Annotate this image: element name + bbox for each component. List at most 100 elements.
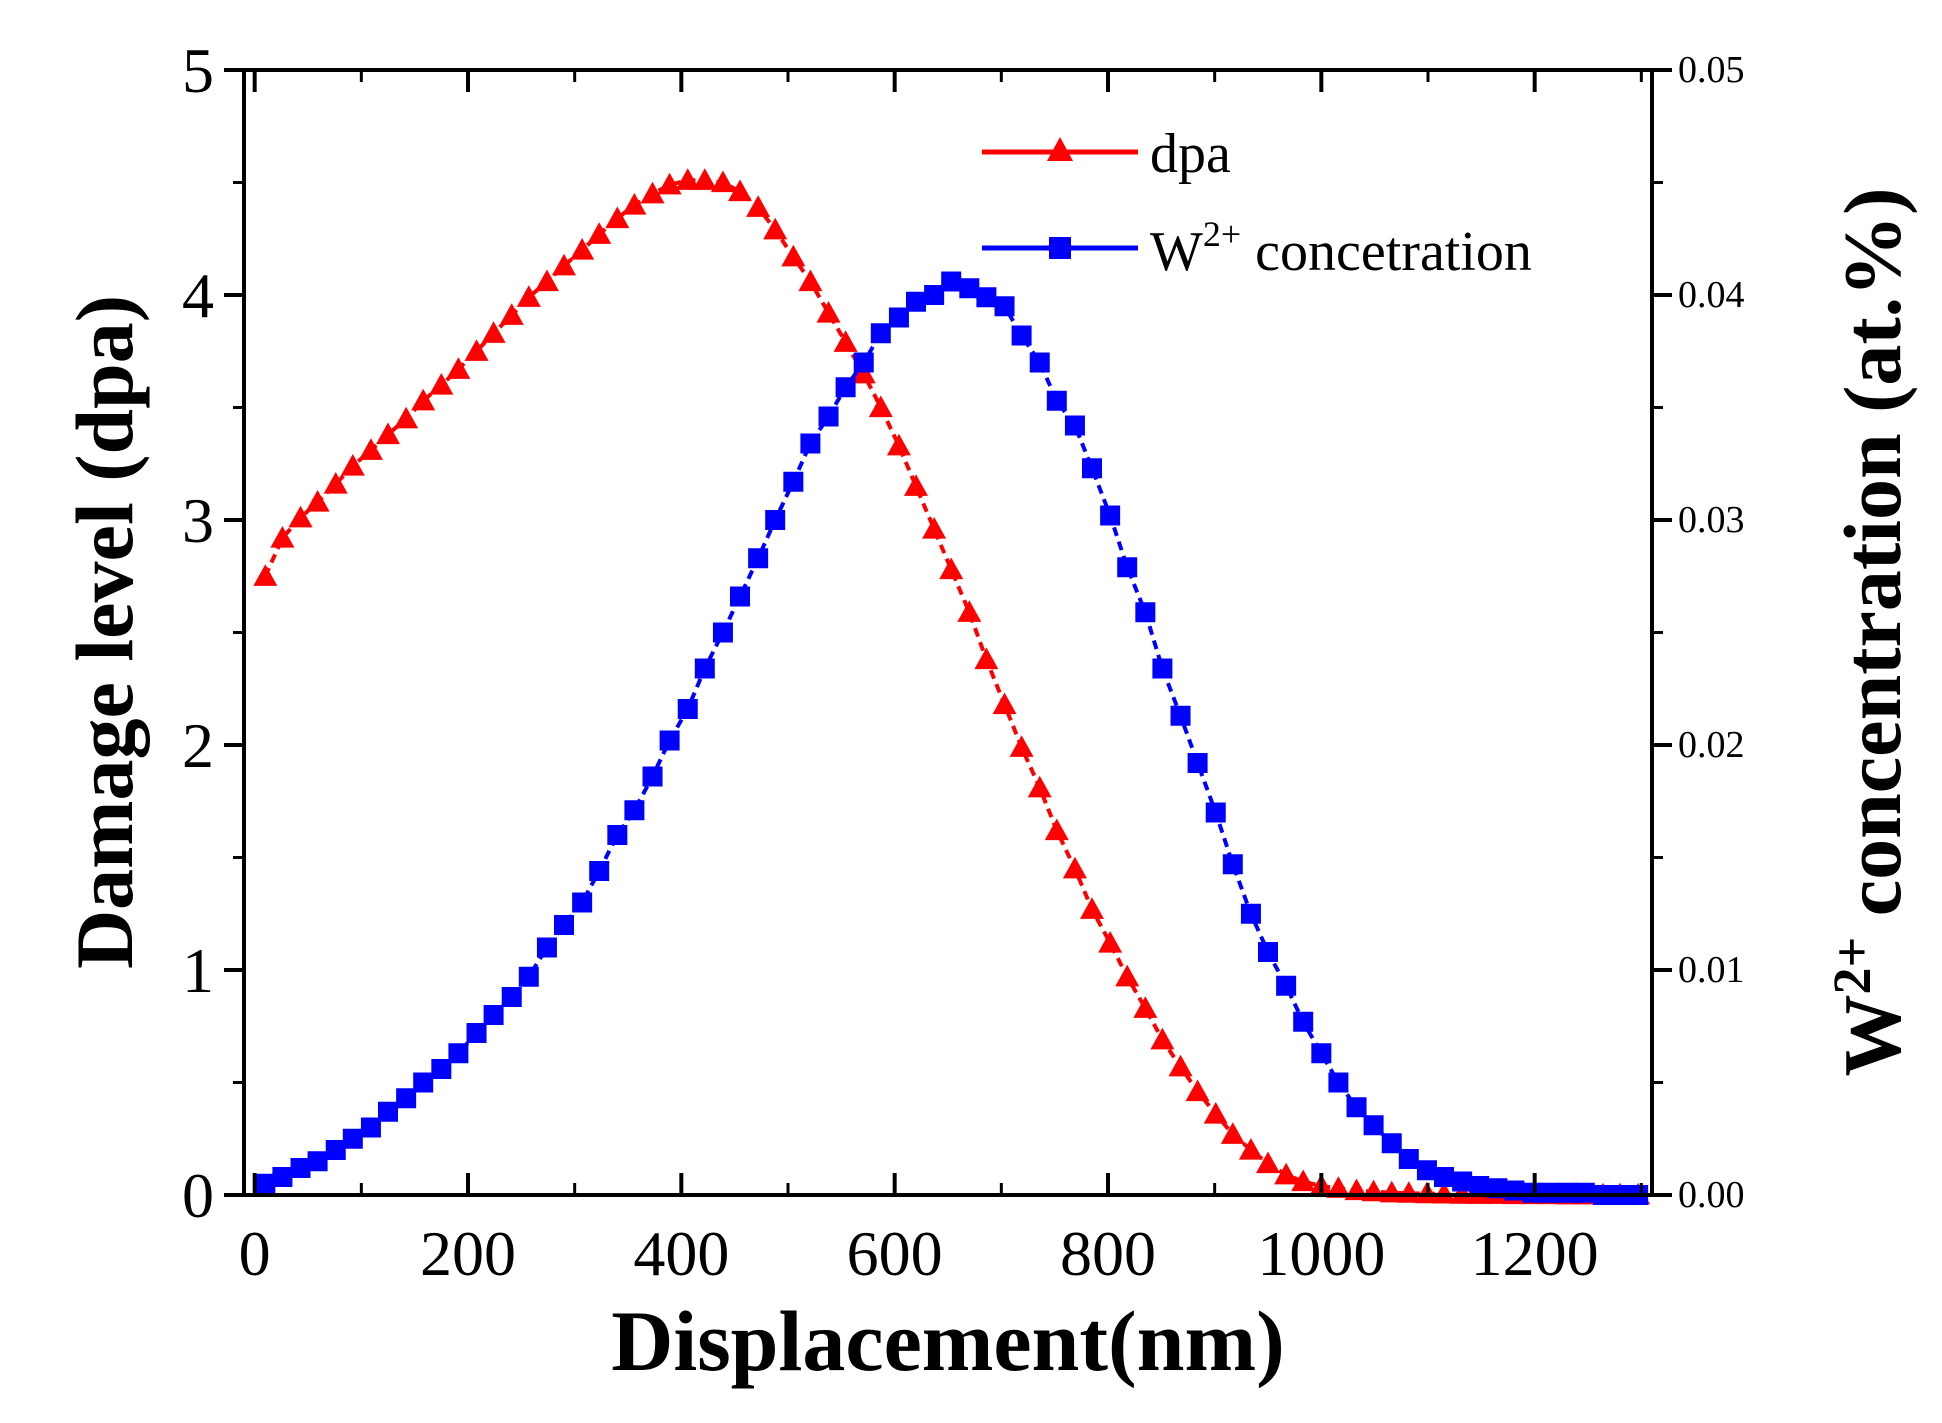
y-right-tick-label: 0.02 xyxy=(1678,724,1745,766)
dpa-point xyxy=(728,179,752,202)
dpa-point xyxy=(1238,1138,1263,1160)
legend-w2-marker xyxy=(1049,237,1071,259)
series-line-w2 xyxy=(264,279,1639,1197)
w2-concentration-point xyxy=(624,800,645,821)
dpa-point xyxy=(1168,1054,1193,1077)
w2-concentration-point xyxy=(607,825,628,845)
w2-concentration-point xyxy=(554,915,574,935)
y-left-tick-label: 5 xyxy=(182,35,214,106)
w2-concentration-point xyxy=(1311,1043,1332,1064)
dpa-point xyxy=(1185,1079,1210,1102)
w2-concentration-point xyxy=(1416,1160,1437,1181)
dpa-point xyxy=(1432,1181,1456,1204)
w2-concentration-point xyxy=(466,1023,487,1043)
w2-concentration-point xyxy=(325,1140,346,1160)
legend-dpa-marker xyxy=(1047,137,1073,161)
w2-concentration-point xyxy=(1082,458,1102,479)
dpa-point xyxy=(516,285,541,307)
w2-concentration-point xyxy=(941,271,962,292)
w2-concentration-point xyxy=(1064,415,1085,436)
dpa-point xyxy=(622,193,647,215)
dpa-point xyxy=(763,217,788,240)
y-right-tick-label: 0.01 xyxy=(1678,949,1745,991)
w2-concentration-point xyxy=(272,1167,293,1187)
dpa-point xyxy=(957,600,982,622)
w2-concentration-point xyxy=(1381,1133,1402,1154)
dpa-point xyxy=(1009,735,1034,757)
y-left-tick-label: 2 xyxy=(182,710,214,781)
y-left-tick-label: 0 xyxy=(182,1160,214,1231)
w2-concentration-point xyxy=(307,1151,328,1172)
w2-concentration-point xyxy=(783,471,804,492)
w2-concentration-point xyxy=(1222,854,1243,875)
dpa-point xyxy=(446,357,471,379)
dpa-point xyxy=(358,438,383,460)
y-left-tick-label: 1 xyxy=(182,935,214,1006)
dpa-point xyxy=(692,168,717,190)
w2-concentration-point xyxy=(748,548,769,569)
w2-concentration-point xyxy=(1205,802,1226,823)
w2-concentration-point xyxy=(1100,505,1121,526)
w2-concentration-point xyxy=(976,287,997,308)
w2-concentration-point xyxy=(1170,705,1191,726)
dpa-point xyxy=(464,339,489,361)
dpa-point xyxy=(481,321,506,343)
w2-concentration-point xyxy=(572,892,593,913)
dpa-point xyxy=(605,206,630,229)
w2-concentration-point xyxy=(360,1117,381,1138)
dpa-point xyxy=(570,238,595,260)
y-right-tick-label: 0.04 xyxy=(1678,274,1745,316)
w2-concentration-point xyxy=(924,285,945,305)
dpa-point xyxy=(640,181,665,204)
w2-concentration-point xyxy=(255,1173,276,1194)
dpa-point xyxy=(1274,1162,1299,1185)
x-tick-label: 200 xyxy=(420,1218,516,1289)
dpa-point xyxy=(1203,1102,1228,1124)
dpa-point xyxy=(904,474,928,496)
dpa-point xyxy=(1133,996,1158,1018)
w2-concentration-point xyxy=(1187,753,1208,773)
w2-concentration-point xyxy=(1434,1167,1454,1187)
w2-concentration-point xyxy=(1557,1182,1578,1203)
dpa-point xyxy=(305,490,330,512)
dpa-point xyxy=(1220,1122,1245,1144)
x-tick-label: 400 xyxy=(633,1218,729,1289)
w2-concentration-point xyxy=(1029,352,1050,373)
dpa-point xyxy=(1396,1181,1421,1203)
dpa-point xyxy=(394,406,419,429)
dpa-point xyxy=(868,395,893,418)
dpa-point xyxy=(798,269,823,292)
w2-concentration-point xyxy=(694,658,715,679)
y-right-title-rest: concentration (at.%) xyxy=(1827,188,1918,937)
w2-concentration-point xyxy=(1152,658,1173,679)
dpa-point xyxy=(1291,1169,1316,1192)
w2-concentration-point xyxy=(1522,1182,1543,1203)
w2-concentration-point xyxy=(1363,1115,1384,1136)
w2-concentration-point xyxy=(431,1059,452,1079)
y-right-title-sup: 2+ xyxy=(1822,937,1882,995)
legend-w2-label-main: W xyxy=(1150,221,1203,283)
dpa-point xyxy=(253,564,278,586)
y-right-tick-label: 0.00 xyxy=(1678,1174,1745,1216)
w2-concentration-point xyxy=(765,510,786,530)
w2-concentration-point xyxy=(835,377,856,398)
y-right-title-main: W xyxy=(1827,995,1918,1077)
dpa-point xyxy=(323,472,348,494)
w2-concentration-point xyxy=(290,1158,311,1178)
dpa-point xyxy=(429,373,454,395)
w2-concentration-point xyxy=(712,622,733,643)
w2-concentration-point xyxy=(536,937,557,958)
dpa-point xyxy=(1115,964,1140,987)
legend: dpa W2+ concetration xyxy=(982,123,1532,283)
w2-concentration-point xyxy=(906,291,926,312)
dpa-point xyxy=(1150,1027,1175,1050)
w2-concentration-point xyxy=(1258,942,1278,962)
dpa-point xyxy=(781,244,806,267)
dpa-point xyxy=(340,454,365,476)
dpa-point xyxy=(675,168,700,190)
dpa-point xyxy=(816,301,841,323)
w2-concentration-point xyxy=(642,766,663,787)
w2-concentration-point xyxy=(1046,390,1067,411)
x-tick-label: 800 xyxy=(1060,1218,1156,1289)
